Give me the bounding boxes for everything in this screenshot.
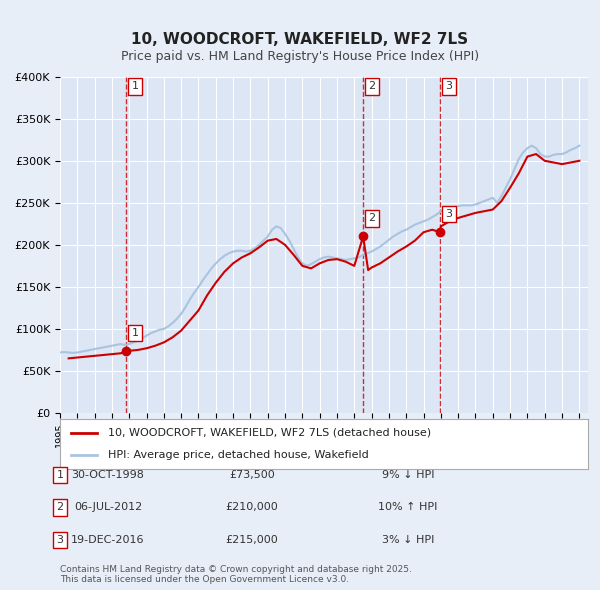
Text: 2: 2 (368, 214, 376, 223)
Text: 1: 1 (56, 470, 64, 480)
Text: 10% ↑ HPI: 10% ↑ HPI (379, 503, 437, 512)
Text: 10, WOODCROFT, WAKEFIELD, WF2 7LS: 10, WOODCROFT, WAKEFIELD, WF2 7LS (131, 32, 469, 47)
Text: 30-OCT-1998: 30-OCT-1998 (71, 470, 145, 480)
Text: 1: 1 (131, 81, 139, 91)
Text: £210,000: £210,000 (226, 503, 278, 512)
Text: 3% ↓ HPI: 3% ↓ HPI (382, 535, 434, 545)
Text: HPI: Average price, detached house, Wakefield: HPI: Average price, detached house, Wake… (107, 450, 368, 460)
Text: 3: 3 (445, 209, 452, 219)
Text: 19-DEC-2016: 19-DEC-2016 (71, 535, 145, 545)
Text: £215,000: £215,000 (226, 535, 278, 545)
Text: 2: 2 (56, 503, 64, 512)
Text: £73,500: £73,500 (229, 470, 275, 480)
Text: 2: 2 (368, 81, 376, 91)
Text: 1: 1 (131, 328, 139, 338)
Text: 10, WOODCROFT, WAKEFIELD, WF2 7LS (detached house): 10, WOODCROFT, WAKEFIELD, WF2 7LS (detac… (107, 428, 431, 438)
Text: Price paid vs. HM Land Registry's House Price Index (HPI): Price paid vs. HM Land Registry's House … (121, 50, 479, 63)
Text: Contains HM Land Registry data © Crown copyright and database right 2025.
This d: Contains HM Land Registry data © Crown c… (60, 565, 412, 584)
Text: 3: 3 (56, 535, 64, 545)
Text: 06-JUL-2012: 06-JUL-2012 (74, 503, 142, 512)
Text: 9% ↓ HPI: 9% ↓ HPI (382, 470, 434, 480)
Text: 3: 3 (445, 81, 452, 91)
